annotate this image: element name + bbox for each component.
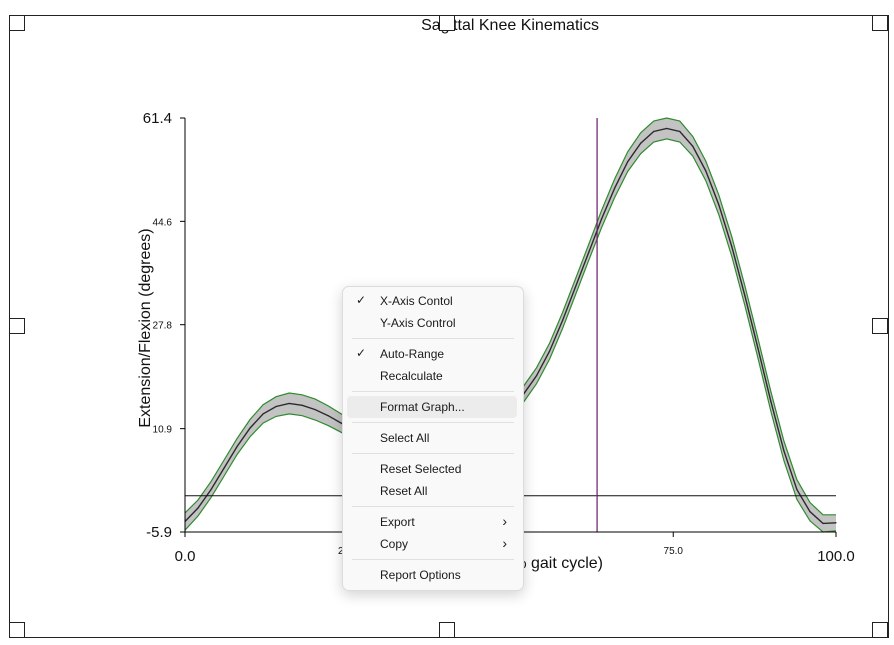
resize-handle-bottom-left[interactable] — [9, 622, 25, 638]
data-point — [327, 415, 329, 417]
menu-separator — [352, 559, 514, 560]
data-point — [718, 204, 720, 206]
chevron-right-icon: › — [502, 513, 507, 529]
menu-separator — [352, 391, 514, 392]
data-point — [653, 130, 655, 133]
menu-item-copy[interactable]: Copy › — [347, 533, 517, 555]
x-tick-label: 75.0 — [664, 546, 684, 557]
y-tick-label: -5.9 — [146, 524, 172, 541]
menu-item-label: Auto-Range — [380, 347, 445, 361]
menu-item-reset-selected[interactable]: Reset Selected — [347, 458, 517, 480]
data-point — [262, 413, 264, 415]
menu-item-label: X-Axis Contol — [380, 294, 453, 308]
data-point — [640, 142, 642, 144]
menu-item-select-all[interactable]: Select All — [347, 427, 517, 449]
data-point — [197, 507, 199, 509]
menu-item-label: Format Graph... — [380, 400, 465, 414]
menu-item-export[interactable]: Export › — [347, 511, 517, 533]
x-axis-label: (% gait cycle) — [507, 555, 603, 572]
menu-item-label: Y-Axis Control — [380, 316, 456, 330]
menu-item-report-options[interactable]: Report Options — [347, 564, 517, 586]
data-point — [796, 488, 798, 491]
chevron-right-icon: › — [502, 535, 507, 551]
data-point — [770, 400, 772, 403]
x-tick-label: 0.0 — [175, 548, 196, 565]
data-point — [314, 408, 316, 411]
data-point — [249, 427, 251, 429]
y-tick-label: 10.9 — [153, 425, 173, 436]
checkmark-icon: ✓ — [356, 293, 367, 307]
menu-item-reset-all[interactable]: Reset All — [347, 480, 517, 502]
resize-handle-top-left[interactable] — [9, 15, 25, 31]
data-point — [301, 404, 303, 406]
menu-item-label: Copy — [380, 537, 409, 551]
menu-item-y-axis-control[interactable]: Y-Axis Control — [347, 312, 517, 334]
data-point — [666, 127, 668, 130]
data-point — [210, 488, 212, 491]
menu-item-label: Reset Selected — [380, 462, 462, 476]
menu-separator — [352, 453, 514, 454]
data-point — [731, 245, 733, 248]
menu-item-label: Recalculate — [380, 369, 443, 383]
resize-handle-middle-left[interactable] — [9, 318, 25, 334]
menu-separator — [352, 422, 514, 423]
data-point — [535, 375, 538, 377]
data-point — [575, 285, 577, 288]
context-menu: ✓ X-Axis Contol Y-Axis Control ✓ Auto-Ra… — [342, 286, 524, 591]
resize-handle-bottom-center[interactable] — [439, 622, 455, 638]
menu-item-recalculate[interactable]: Recalculate — [347, 365, 517, 387]
data-point — [809, 511, 811, 513]
data-point — [679, 130, 681, 133]
menu-item-label: Export — [380, 515, 415, 529]
resize-handle-middle-right[interactable] — [872, 318, 888, 334]
menu-item-auto-range[interactable]: ✓ Auto-Range — [347, 343, 517, 365]
menu-item-label: Report Options — [380, 568, 461, 582]
data-point — [548, 350, 551, 352]
y-tick-label: 61.4 — [143, 110, 172, 127]
menu-separator — [352, 506, 514, 507]
data-point — [223, 467, 225, 469]
data-point — [561, 319, 564, 321]
y-axis-label: Extension/Flexion (degrees) — [137, 228, 154, 427]
data-point — [822, 522, 824, 524]
data-point — [614, 187, 616, 189]
data-point — [275, 405, 277, 408]
menu-item-x-axis-control[interactable]: ✓ X-Axis Contol — [347, 290, 517, 312]
checkmark-icon: ✓ — [356, 346, 367, 360]
x-tick-label: 100.0 — [817, 548, 855, 565]
menu-item-format-graph[interactable]: Format Graph... — [347, 396, 517, 418]
resize-handle-top-center[interactable] — [439, 15, 455, 31]
menu-separator — [352, 338, 514, 339]
menu-item-label: Reset All — [380, 484, 428, 498]
data-point — [588, 252, 590, 254]
data-point — [757, 347, 759, 349]
data-point — [601, 218, 603, 220]
resize-handle-top-right[interactable] — [872, 15, 888, 31]
menu-item-label: Select All — [380, 431, 430, 445]
text-layer: Sagittal Knee Kinematics Extension/Flexi… — [137, 17, 855, 572]
data-point — [627, 161, 629, 163]
data-point — [692, 145, 694, 147]
data-point — [340, 422, 342, 424]
data-point — [835, 522, 837, 524]
y-tick-label: 44.6 — [153, 217, 173, 228]
data-point — [783, 450, 785, 452]
data-point — [744, 295, 746, 297]
resize-handle-bottom-right[interactable] — [872, 622, 888, 638]
chart-title: Sagittal Knee Kinematics — [421, 17, 599, 34]
data-point — [705, 170, 707, 172]
data-point — [236, 445, 238, 448]
y-tick-label: 27.8 — [153, 321, 173, 332]
data-point — [288, 402, 290, 405]
